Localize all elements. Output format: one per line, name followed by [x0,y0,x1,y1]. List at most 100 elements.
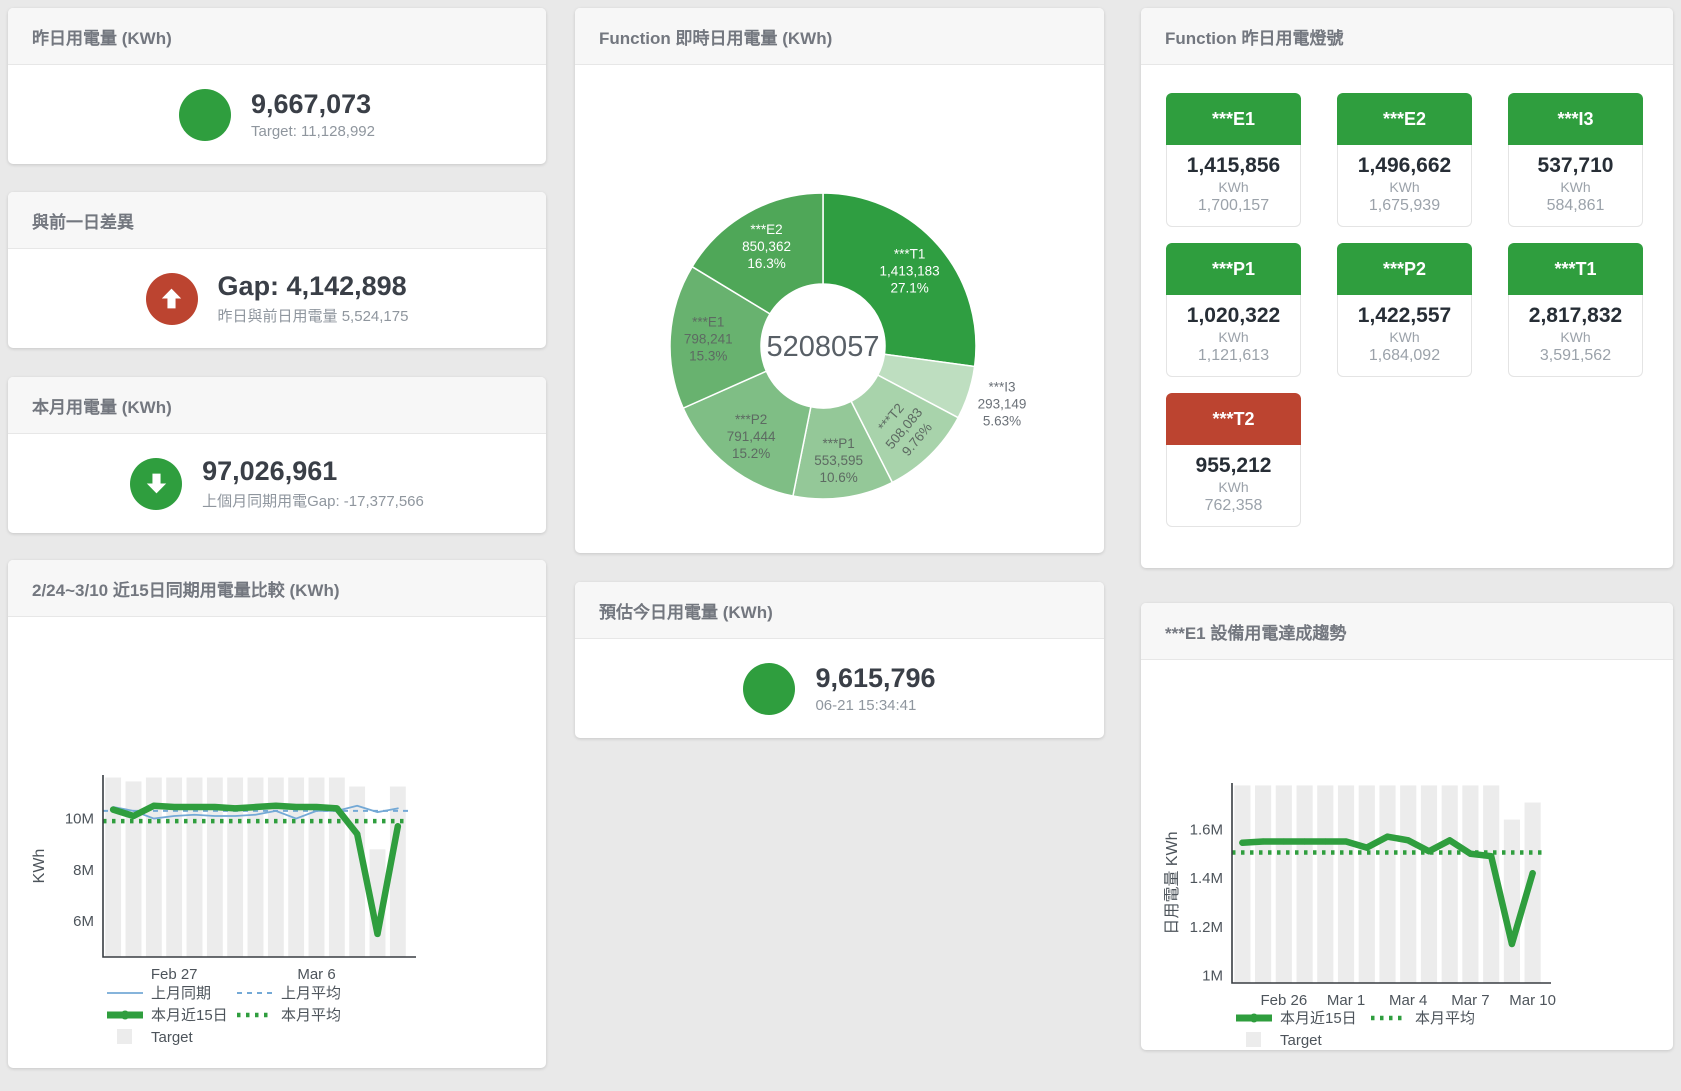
green-status-circle-icon [743,662,796,715]
svg-text:Mar 6: Mar 6 [297,966,335,983]
card-e1-trend-title: ***E1 設備用電達成趨勢 [1141,603,1673,660]
lamp-tile-name: ***I3 [1508,93,1643,145]
card-month-title: 本月用電量 (KWh) [8,377,546,434]
lamp-tile-value: 2,817,832 [1528,304,1623,327]
lamp-tile-unit: KWh [1389,329,1420,345]
svg-text:日用電量 KWh: 日用電量 KWh [1164,831,1181,934]
card-diff-prev-day: 與前一日差異 Gap: 4,142,898 昨日與前日用電量 5,524,175 [8,192,546,348]
card-month-usage: 本月用電量 (KWh) 97,026,961 上個月同期用電Gap: -17,3… [8,377,546,533]
card-yesterday-usage: 昨日用電量 (KWh) 9,667,073 Target: 11,128,992 [8,8,546,164]
month-gap-label: 上個月同期用電Gap: -17,377,566 [202,492,424,510]
lamp-tile-unit: KWh [1218,329,1249,345]
lamp-tile-unit: KWh [1560,329,1591,345]
card-compare-15day-chart: 2/24~3/10 近15日同期用電量比較 (KWh) 6M 8M 10M KWh Fe… [8,560,546,1068]
card-estimate-today: 預估今日用電量 (KWh) 9,615,796 06-21 15:34:41 [575,582,1104,738]
card-compare-title: 2/24~3/10 近15日同期用電量比較 (KWh) [8,560,546,617]
lamp-tile-E1: ***E1 1,415,856 KWh 1,700,157 [1166,93,1301,227]
svg-text:5208057: 5208057 [767,331,880,363]
card-realtime-title: Function 即時日用電量 (KWh) [575,8,1104,65]
lamp-tile-name: ***P2 [1337,243,1472,295]
e1-trend-line-bar-chart: 1M 1.2M 1.4M 1.6M 日用電量 KWh Feb 26 Mar 1 Mar 4 Ma… [1164,783,1556,1049]
svg-text:上月平均: 上月平均 [281,985,341,1002]
lamp-tile-value: 1,415,856 [1186,154,1281,177]
green-status-circle-icon [179,88,231,141]
svg-text:上月同期: 上月同期 [151,985,211,1002]
card-lamp-status: Function 昨日用電燈號 ***E1 1,415,856 KWh 1,700,1… [1141,8,1673,568]
diff-stat: Gap: 4,142,898 昨日與前日用電量 5,524,175 [8,249,546,348]
lamp-tile-target: 1,700,157 [1197,197,1270,214]
card-realtime-donut: Function 即時日用電量 (KWh) ***T1 1,413,183 27.1… [575,8,1104,553]
svg-text:Target: Target [151,1029,194,1046]
svg-text:1M: 1M [1202,968,1223,985]
lamp-tile-P1: ***P1 1,020,322 KWh 1,121,613 [1166,243,1301,377]
gap-sub-label: 昨日與前日用電量 5,524,175 [217,307,409,325]
lamp-tile-body: 537,710 KWh 584,861 [1508,145,1643,227]
card-diff-title: 與前一日差異 [8,192,546,249]
svg-text:Mar 1: Mar 1 [1327,992,1365,1009]
estimate-timestamp: 06-21 15:34:41 [815,696,917,714]
svg-text:1.6M: 1.6M [1190,821,1223,838]
lamp-tile-target: 1,675,939 [1368,197,1441,214]
lamp-tile-body: 1,020,322 KWh 1,121,613 [1166,295,1301,377]
lamp-tile-T2: ***T2 955,212 KWh 762,358 [1166,393,1301,527]
svg-text:Feb 26: Feb 26 [1260,992,1307,1009]
lamp-tile-I3: ***I3 537,710 KWh 584,861 [1508,93,1643,227]
estimate-value: 9,615,796 [815,663,936,694]
lamp-tile-body: 1,415,856 KWh 1,700,157 [1166,145,1301,227]
svg-text:1.2M: 1.2M [1190,919,1223,936]
lamp-tile-name: ***E1 [1166,93,1301,145]
svg-text:本月平均: 本月平均 [1415,1010,1475,1027]
svg-text:本月平均: 本月平均 [281,1007,341,1024]
card-estimate-title: 預估今日用電量 (KWh) [575,582,1104,639]
svg-text:本月近15日: 本月近15日 [1280,1010,1357,1027]
green-down-arrow-icon [130,457,183,510]
lamp-tile-name: ***E2 [1337,93,1472,145]
lamp-tile-target: 1,684,092 [1368,347,1441,364]
card-lamp-title: Function 昨日用電燈號 [1141,8,1673,65]
lamp-tile-grid: ***E1 1,415,856 KWh 1,700,157 ***E2 1,496,662… [1141,65,1673,555]
lamp-tile-unit: KWh [1218,479,1249,495]
yesterday-value: 9,667,073 [251,89,372,120]
lamp-tile-value: 955,212 [1195,454,1272,477]
svg-text:Target: Target [1280,1032,1323,1049]
month-stat: 97,026,961 上個月同期用電Gap: -17,377,566 [8,434,546,533]
lamp-tile-target: 762,358 [1204,497,1263,514]
lamp-tile-value: 537,710 [1537,154,1614,177]
svg-text:6M: 6M [73,913,94,930]
card-yesterday-title: 昨日用電量 (KWh) [8,8,546,65]
lamp-tile-unit: KWh [1389,179,1420,195]
lamp-tile-name: ***P1 [1166,243,1301,295]
lamp-tile-target: 3,591,562 [1539,347,1612,364]
lamp-tile-unit: KWh [1560,179,1591,195]
lamp-tile-target: 1,121,613 [1197,347,1270,364]
svg-text:KWh: KWh [31,849,48,884]
function-usage-donut-chart: ***T1 1,413,183 27.1%***I3 293,149 5.63%***T… [669,192,1027,500]
lamp-tile-target: 584,861 [1546,197,1605,214]
card-e1-trend-chart: ***E1 設備用電達成趨勢 1M 1.2M 1.4M 1.6M 日用電量 KWh Feb… [1141,603,1673,1050]
lamp-tile-P2: ***P2 1,422,557 KWh 1,684,092 [1337,243,1472,377]
lamp-tile-name: ***T1 [1508,243,1643,295]
svg-text:Mar 7: Mar 7 [1451,992,1489,1009]
lamp-tile-body: 1,422,557 KWh 1,684,092 [1337,295,1472,377]
svg-text:8M: 8M [73,862,94,879]
gap-value: Gap: 4,142,898 [217,271,407,302]
lamp-tile-E2: ***E2 1,496,662 KWh 1,675,939 [1337,93,1472,227]
svg-text:1.4M: 1.4M [1190,870,1223,887]
estimate-stat: 9,615,796 06-21 15:34:41 [575,639,1104,738]
yesterday-target-label: Target: 11,128,992 [251,122,375,140]
lamp-tile-value: 1,422,557 [1357,304,1452,327]
lamp-tile-body: 2,817,832 KWh 3,591,562 [1508,295,1643,377]
month-value: 97,026,961 [202,456,338,487]
red-up-arrow-icon [145,272,198,325]
svg-text:Mar 4: Mar 4 [1389,992,1427,1009]
lamp-tile-value: 1,496,662 [1357,154,1452,177]
svg-text:本月近15日: 本月近15日 [151,1007,228,1024]
svg-text:Mar 10: Mar 10 [1509,992,1556,1009]
svg-text:Feb 27: Feb 27 [151,966,198,983]
lamp-tile-body: 955,212 KWh 762,358 [1166,445,1301,527]
